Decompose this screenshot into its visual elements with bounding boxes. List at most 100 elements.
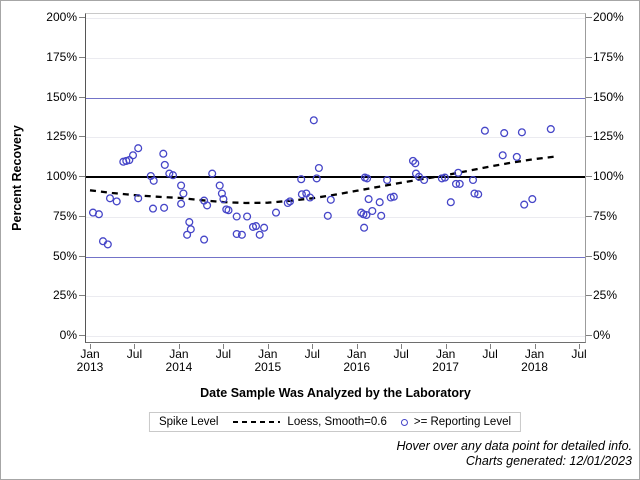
data-point[interactable] <box>368 206 377 216</box>
data-point[interactable] <box>455 179 464 188</box>
gridline <box>86 336 585 337</box>
data-point[interactable] <box>451 179 461 188</box>
data-point[interactable] <box>149 176 158 185</box>
x-tick-year: 2014 <box>165 360 193 374</box>
data-point[interactable] <box>363 174 372 183</box>
data-point[interactable] <box>297 190 306 199</box>
data-point[interactable] <box>362 210 371 220</box>
x-tick-label: Jan 2017 <box>432 348 459 374</box>
data-point[interactable] <box>168 171 178 180</box>
data-point[interactable] <box>183 230 192 239</box>
data-point[interactable] <box>420 175 429 185</box>
data-point[interactable] <box>128 151 138 160</box>
data-point[interactable] <box>305 193 315 202</box>
x-tick-month: Jul <box>571 347 587 361</box>
data-point[interactable] <box>103 240 112 249</box>
data-point[interactable] <box>255 230 264 239</box>
y-axis-tick <box>79 56 85 58</box>
legend: Spike Level Loess, Smooth=0.6 >= Reporti… <box>148 412 522 432</box>
data-point[interactable] <box>360 223 369 232</box>
data-point[interactable] <box>498 151 507 160</box>
x-tick-label: Jul <box>305 348 320 361</box>
data-point[interactable] <box>260 223 269 232</box>
data-point[interactable] <box>237 230 246 239</box>
data-point[interactable] <box>383 175 392 185</box>
data-point[interactable] <box>215 181 224 190</box>
data-point[interactable] <box>377 211 386 220</box>
data-point[interactable] <box>468 175 478 185</box>
data-point[interactable] <box>105 194 115 203</box>
loess-curve <box>89 155 557 205</box>
data-point[interactable] <box>112 197 121 206</box>
x-tick-month: Jul <box>215 347 232 361</box>
y-axis-tick <box>586 56 592 58</box>
x-tick-label: Jan 2018 <box>521 348 548 374</box>
x-tick-label: Jul <box>394 348 409 361</box>
data-point[interactable] <box>546 125 555 134</box>
x-tick-month: Jan <box>80 347 100 361</box>
data-point[interactable] <box>285 197 295 206</box>
data-point[interactable] <box>224 206 233 215</box>
x-tick-year: 2018 <box>521 360 548 374</box>
data-point[interactable] <box>203 201 212 210</box>
data-point[interactable] <box>517 128 526 137</box>
y-axis-tick <box>79 295 85 297</box>
data-point[interactable] <box>271 208 281 217</box>
gridline <box>86 57 585 59</box>
data-point[interactable] <box>389 192 398 201</box>
data-point[interactable] <box>134 144 143 153</box>
data-point[interactable] <box>160 160 169 169</box>
data-point[interactable] <box>309 116 318 125</box>
x-tick-year: 2017 <box>432 360 459 374</box>
data-point[interactable] <box>520 200 529 209</box>
data-point[interactable] <box>474 190 483 199</box>
data-point[interactable] <box>165 169 174 178</box>
data-point[interactable] <box>408 156 418 165</box>
data-point[interactable] <box>283 198 292 208</box>
data-point[interactable] <box>148 204 158 213</box>
data-point[interactable] <box>312 174 321 183</box>
y-axis-tick <box>79 335 85 336</box>
legend-loess-label: Loess, Smooth=0.6 <box>287 416 387 428</box>
y-axis-tick <box>586 255 592 257</box>
data-point[interactable] <box>528 195 537 204</box>
data-point[interactable] <box>314 163 323 173</box>
data-point[interactable] <box>186 225 195 234</box>
data-point[interactable] <box>94 210 103 219</box>
y-tick-label-left: 50% <box>52 248 77 263</box>
data-point[interactable] <box>232 212 241 221</box>
y-axis-tick <box>586 96 592 98</box>
data-point[interactable] <box>159 149 168 158</box>
data-point[interactable] <box>160 203 169 212</box>
data-point[interactable] <box>232 229 241 239</box>
data-point[interactable] <box>375 198 384 207</box>
data-point[interactable] <box>179 189 188 198</box>
data-point[interactable] <box>200 235 209 244</box>
data-point[interactable] <box>470 189 479 198</box>
data-point[interactable] <box>411 159 420 168</box>
y-axis-tick <box>586 295 592 297</box>
data-point[interactable] <box>134 194 143 203</box>
data-point[interactable] <box>251 222 261 231</box>
data-point[interactable] <box>440 173 449 182</box>
data-point[interactable] <box>217 189 226 198</box>
data-point[interactable] <box>512 152 521 161</box>
x-axis-tick <box>534 344 536 349</box>
data-point[interactable] <box>500 129 509 138</box>
data-point[interactable] <box>454 168 463 177</box>
data-point[interactable] <box>219 195 228 204</box>
data-point[interactable] <box>185 218 194 227</box>
data-point[interactable] <box>364 195 373 204</box>
data-point[interactable] <box>208 169 217 178</box>
data-point[interactable] <box>177 199 186 208</box>
data-point[interactable] <box>177 181 186 190</box>
data-point[interactable] <box>480 126 489 135</box>
x-tick-month: Jan <box>435 347 456 361</box>
data-point[interactable] <box>297 175 306 184</box>
x-axis-tick <box>223 344 225 349</box>
data-point[interactable] <box>243 212 252 221</box>
data-point[interactable] <box>446 198 455 207</box>
data-point[interactable] <box>323 211 332 220</box>
data-point[interactable] <box>326 195 335 204</box>
